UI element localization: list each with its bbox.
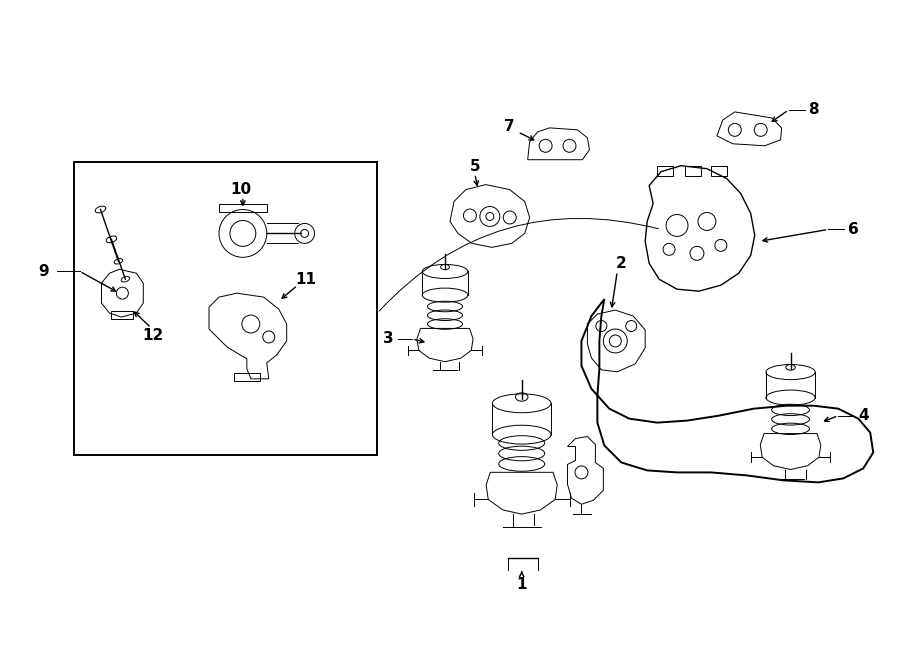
Bar [657,166,673,176]
Bar [685,166,701,176]
Text: 12: 12 [142,329,164,344]
Text: 1: 1 [517,578,526,592]
Text: 8: 8 [808,102,819,118]
Text: 6: 6 [848,222,859,237]
Bar [219,204,266,212]
Text: 5: 5 [470,159,481,175]
Text: 11: 11 [295,272,316,287]
Text: 10: 10 [230,182,251,197]
Text: 9: 9 [39,264,49,279]
Bar [711,166,727,176]
Text: 4: 4 [858,408,868,423]
Text: 2: 2 [616,256,626,271]
Text: 3: 3 [382,331,393,346]
Bar [234,373,260,381]
FancyArrowPatch shape [379,218,659,311]
Bar [112,311,133,319]
Text: 7: 7 [504,120,515,134]
Bar [74,162,377,455]
